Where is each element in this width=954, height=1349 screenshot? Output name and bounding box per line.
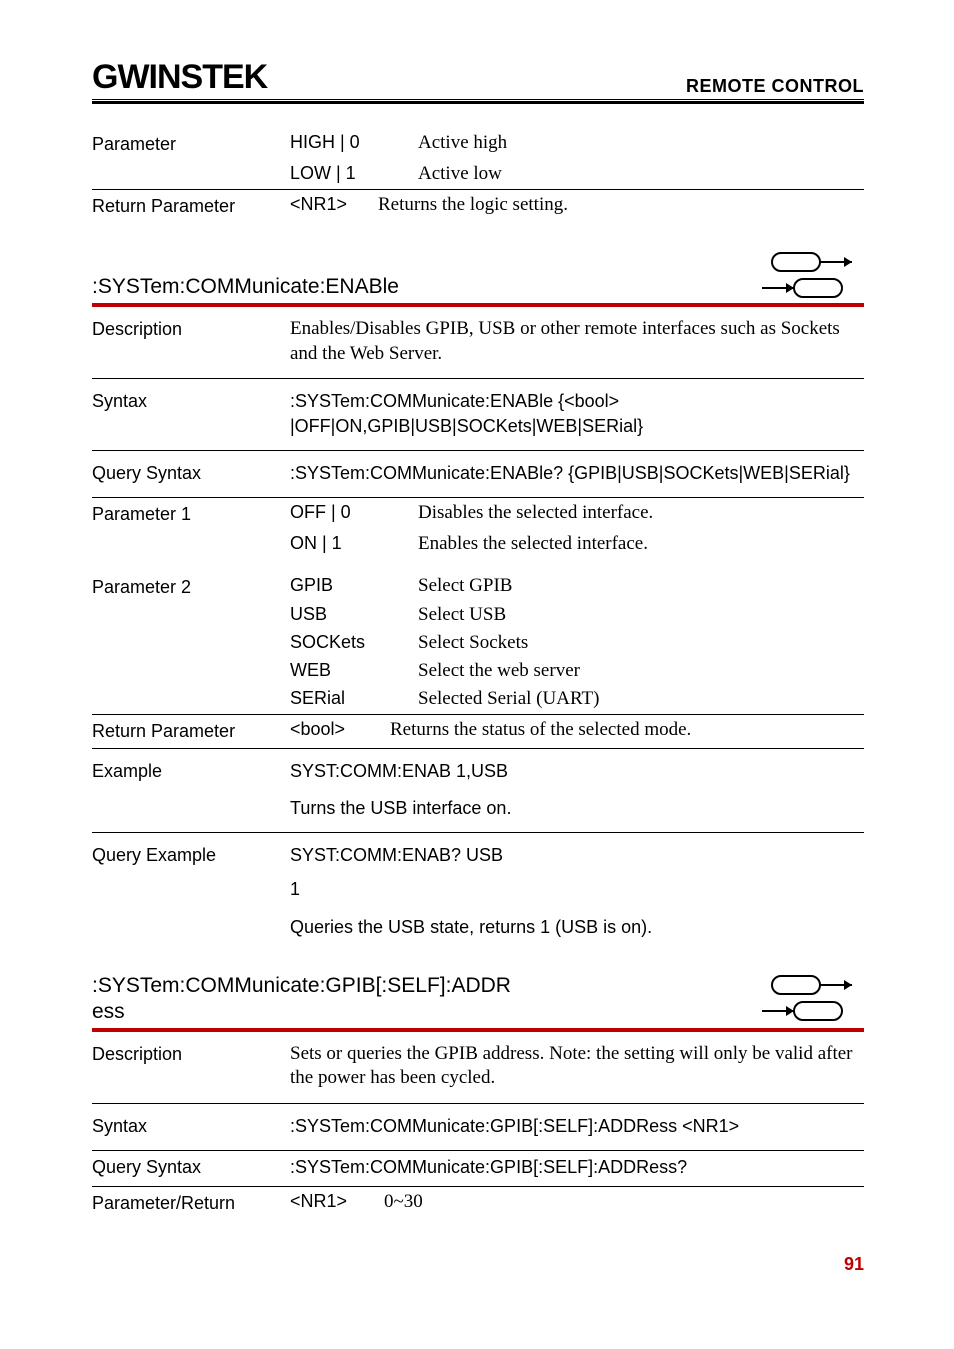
cmd1-description-row: Description Enables/Disables GPIB, USB o… — [92, 307, 864, 378]
cmd1-syntax-row: Syntax :SYSTem:COMMunicate:ENABle {<bool… — [92, 379, 864, 450]
block1-param-desc-1: Active low — [418, 163, 864, 185]
label-syntax: Syntax — [92, 1114, 290, 1138]
cmd1-param1-row-1: ON | 1 Enables the selected interface. — [92, 531, 864, 559]
cmd2-param-return-row: Parameter/Return <NR1> 0~30 — [92, 1187, 864, 1220]
cmd1-example-cmd: SYST:COMM:ENAB 1,USB — [290, 759, 864, 783]
cmd1-param2-row-1: USB Select USB — [92, 602, 864, 630]
cmd2-heading-l1: :SYSTem:COMMunicate:GPIB[:SELF]:ADDR — [92, 974, 511, 998]
block1-param-row-0: Parameter HIGH | 0 Active high — [92, 128, 864, 161]
brand-logo: GWINSTEK — [92, 58, 267, 97]
cmd1-param2-opt-1: USB — [290, 604, 418, 625]
cmd2-heading-wrap: :SYSTem:COMMunicate:GPIB[:SELF]:ADDR ess — [92, 974, 511, 1024]
cmd1-return-desc: Returns the status of the selected mode. — [390, 719, 864, 741]
cmd1-param1-opt-0: OFF | 0 — [290, 502, 418, 523]
cmd1-param2-desc-0: Select GPIB — [418, 575, 864, 597]
cmd1-query-syntax-row: Query Syntax :SYSTem:COMMunicate:ENABle?… — [92, 451, 864, 497]
cmd1-param2-row-0: Parameter 2 GPIB Select GPIB — [92, 573, 864, 602]
cmd1-param1-opt-1: ON | 1 — [290, 533, 418, 554]
cmd1-example-body: SYST:COMM:ENAB 1,USB Turns the USB inter… — [290, 759, 864, 820]
cmd1-return-opt: <bool> — [290, 719, 390, 740]
cmd1-qex-ret: 1 — [290, 877, 864, 901]
cmd1-param1-row-0: Parameter 1 OFF | 0 Disables the selecte… — [92, 498, 864, 531]
cmd2-heading-row: :SYSTem:COMMunicate:GPIB[:SELF]:ADDR ess — [92, 974, 864, 1024]
label-parameter: Parameter — [92, 132, 290, 155]
label-query-example: Query Example — [92, 843, 290, 940]
label-query-syntax: Query Syntax — [92, 1155, 290, 1178]
label-return-parameter: Return Parameter — [92, 194, 290, 217]
cmd1-syntax: :SYSTem:COMMunicate:ENABle {<bool> |OFF|… — [290, 389, 864, 438]
cmd2-query-syntax-row: Query Syntax :SYSTem:COMMunicate:GPIB[:S… — [92, 1151, 864, 1185]
cmd1-param1-desc-0: Disables the selected interface. — [418, 502, 864, 524]
block1-return-row: Return Parameter <NR1> Returns the logic… — [92, 190, 864, 223]
cmd2-description: Sets or queries the GPIB address. Note: … — [290, 1042, 864, 1091]
block1-param-opt-1: LOW | 1 — [290, 163, 418, 184]
block1-return-opt: <NR1> — [290, 194, 378, 215]
spacer — [92, 559, 864, 573]
cmd2-syntax-row: Syntax :SYSTem:COMMunicate:GPIB[:SELF]:A… — [92, 1104, 864, 1150]
cmd2-query-syntax: :SYSTem:COMMunicate:GPIB[:SELF]:ADDRess? — [290, 1155, 864, 1179]
label-description: Description — [92, 1042, 290, 1091]
cmd1-param2-desc-2: Select Sockets — [418, 632, 864, 654]
page-number: 91 — [92, 1254, 864, 1275]
header-rule — [92, 99, 864, 104]
section-title: REMOTE CONTROL — [686, 76, 864, 97]
cmd1-param2-label: Parameter 2 — [92, 575, 290, 598]
cmd2-param-return-label: Parameter/Return — [92, 1191, 290, 1214]
cmd1-qex-cmd: SYST:COMM:ENAB? USB — [290, 843, 864, 867]
label-return-parameter: Return Parameter — [92, 719, 290, 742]
cmd1-param2-row-2: SOCKets Select Sockets — [92, 630, 864, 658]
cmd1-example-row: Example SYST:COMM:ENAB 1,USB Turns the U… — [92, 749, 864, 832]
cmd1-param2-desc-1: Select USB — [418, 604, 864, 626]
page-header: GWINSTEK REMOTE CONTROL — [92, 58, 864, 97]
cmd2-param-return-desc: 0~30 — [384, 1191, 864, 1213]
cmd1-qex-note: Queries the USB state, returns 1 (USB is… — [290, 915, 864, 939]
cmd2-syntax: :SYSTem:COMMunicate:GPIB[:SELF]:ADDRess … — [290, 1114, 864, 1138]
cmd2-param-return-opt: <NR1> — [290, 1191, 384, 1212]
cmd1-param1-desc-1: Enables the selected interface. — [418, 533, 864, 555]
cmd1-heading-row: :SYSTem:COMMunicate:ENABle — [92, 251, 864, 299]
cmd2-heading-l2: ess — [92, 1000, 511, 1024]
label-syntax: Syntax — [92, 389, 290, 438]
cmd1-param2-row-3: WEB Select the web server — [92, 658, 864, 686]
block1-param-opt-0: HIGH | 0 — [290, 132, 418, 153]
cmd1-param2-opt-0: GPIB — [290, 575, 418, 596]
cmd1-param2-row-4: SERial Selected Serial (UART) — [92, 686, 864, 714]
label-example: Example — [92, 759, 290, 820]
block1-return-desc: Returns the logic setting. — [378, 194, 864, 216]
cmd1-param2-desc-3: Select the web server — [418, 660, 864, 682]
cmd1-return-row: Return Parameter <bool> Returns the stat… — [92, 715, 864, 748]
cmd1-param2-opt-2: SOCKets — [290, 632, 418, 653]
cmd1-query-example-body: SYST:COMM:ENAB? USB 1 Queries the USB st… — [290, 843, 864, 940]
label-description: Description — [92, 317, 290, 366]
cmd1-query-syntax: :SYSTem:COMMunicate:ENABle? {GPIB|USB|SO… — [290, 461, 864, 485]
set-query-icon — [744, 974, 864, 1022]
cmd1-param2-opt-4: SERial — [290, 688, 418, 709]
set-query-icon — [744, 251, 864, 299]
block1-param-row-1: LOW | 1 Active low — [92, 161, 864, 189]
cmd1-query-example-row: Query Example SYST:COMM:ENAB? USB 1 Quer… — [92, 833, 864, 952]
cmd2-description-row: Description Sets or queries the GPIB add… — [92, 1032, 864, 1103]
block1-param-desc-0: Active high — [418, 132, 864, 154]
cmd1-param1-label: Parameter 1 — [92, 502, 290, 525]
cmd1-param2-desc-4: Selected Serial (UART) — [418, 688, 864, 710]
label-query-syntax: Query Syntax — [92, 461, 290, 485]
cmd1-description: Enables/Disables GPIB, USB or other remo… — [290, 317, 864, 366]
cmd1-heading: :SYSTem:COMMunicate:ENABle — [92, 275, 399, 299]
cmd1-param2-opt-3: WEB — [290, 660, 418, 681]
cmd1-example-note: Turns the USB interface on. — [290, 796, 864, 820]
